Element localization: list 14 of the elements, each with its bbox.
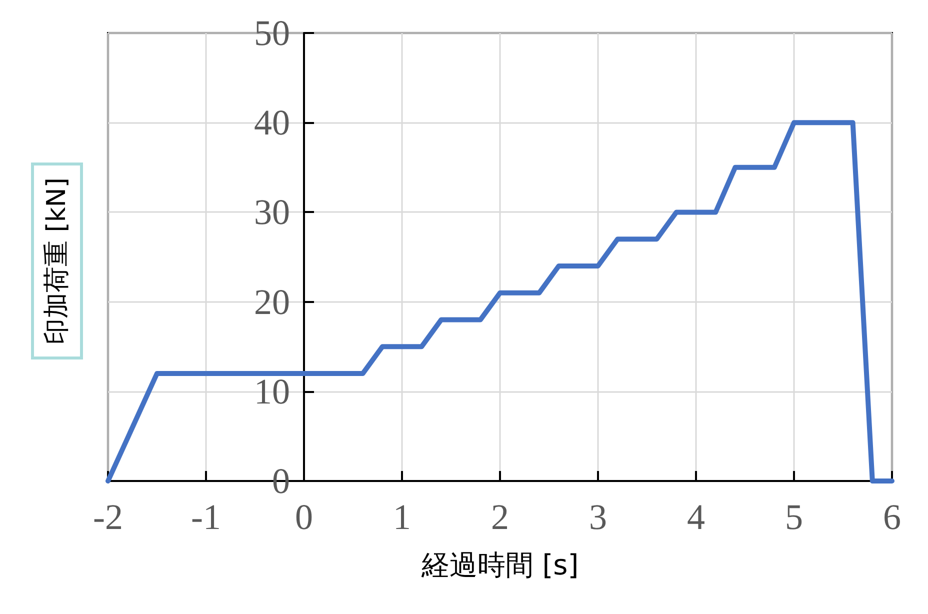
x-tick-label: 3	[589, 497, 607, 537]
x-tick-label: 4	[687, 497, 705, 537]
x-tick-label: -1	[191, 497, 221, 537]
x-tick-label: 6	[883, 497, 901, 537]
y-tick-label: 10	[254, 371, 290, 412]
x-tick-label: 5	[785, 497, 803, 537]
y-tick-label: 30	[254, 192, 290, 232]
y-tick-label: 20	[254, 282, 290, 322]
x-tick-label: 1	[393, 497, 411, 537]
x-tick-label: 2	[491, 497, 509, 537]
x-axis-title: 経過時間 [s]	[420, 548, 579, 582]
y-axis-title: 印加荷重 [kN]	[42, 177, 72, 345]
x-tick-label: -2	[93, 497, 123, 537]
y-tick-label: 40	[254, 102, 290, 143]
